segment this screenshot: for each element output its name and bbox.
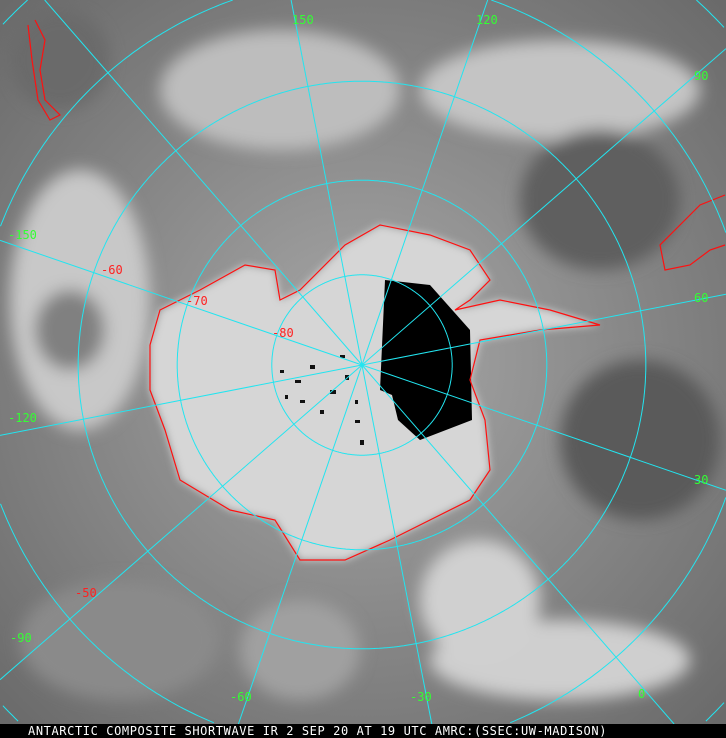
latitude-circle [705, 702, 725, 722]
latitude-circle [176, 179, 548, 551]
latitude-circle [696, 0, 725, 28]
meridian-line [361, 364, 433, 724]
coastline [149, 224, 601, 561]
latitude-circle [0, 0, 233, 227]
meridian-line [0, 239, 363, 366]
lon-label-150: 150 [292, 13, 314, 27]
latitude-circle [2, 0, 28, 25]
latitude-circle [2, 705, 19, 722]
meridian-line [44, 0, 363, 366]
latitude-circle [271, 274, 453, 456]
new-zealand-coast [27, 19, 62, 121]
lon-label-90: 90 [694, 69, 709, 83]
meridian-line [237, 364, 363, 724]
latitude-circle [77, 80, 647, 650]
latitude-circle [510, 497, 726, 724]
meridian-line [361, 293, 726, 366]
lon-label-minus120: -120 [8, 411, 37, 425]
meridian-line [0, 364, 363, 436]
meridian-line [0, 364, 363, 681]
lat-label-minus50: -50 [75, 586, 97, 600]
lon-label-30: 30 [694, 473, 709, 487]
lon-label-120: 120 [476, 13, 498, 27]
lon-label-0: 0 [638, 687, 646, 701]
meridian-line [361, 0, 489, 366]
latitude-circle [491, 0, 726, 233]
lon-label-minus30: -30 [410, 690, 432, 704]
antarctica-ice [150, 225, 600, 560]
lat-label-minus60: -60 [101, 263, 123, 277]
lon-label-60: 60 [694, 291, 709, 305]
meridian-line [361, 364, 726, 491]
south-africa-coast [659, 194, 726, 271]
lat-label-minus80: -80 [272, 326, 294, 340]
lon-label-minus150: -150 [8, 228, 37, 242]
meridian-line [361, 364, 675, 724]
meridian-line [290, 0, 363, 366]
latitude-circle [0, 503, 214, 724]
missing-data-region [380, 280, 472, 440]
lon-label-minus90: -90 [10, 631, 32, 645]
lon-label-minus60: -60 [230, 690, 252, 704]
meridian-line [361, 48, 726, 366]
lat-label-minus70: -70 [186, 294, 208, 308]
caption-bar: ANTARCTIC COMPOSITE SHORTWAVE IR 2 SEP 2… [0, 724, 726, 738]
cloud-bands [10, 10, 720, 700]
